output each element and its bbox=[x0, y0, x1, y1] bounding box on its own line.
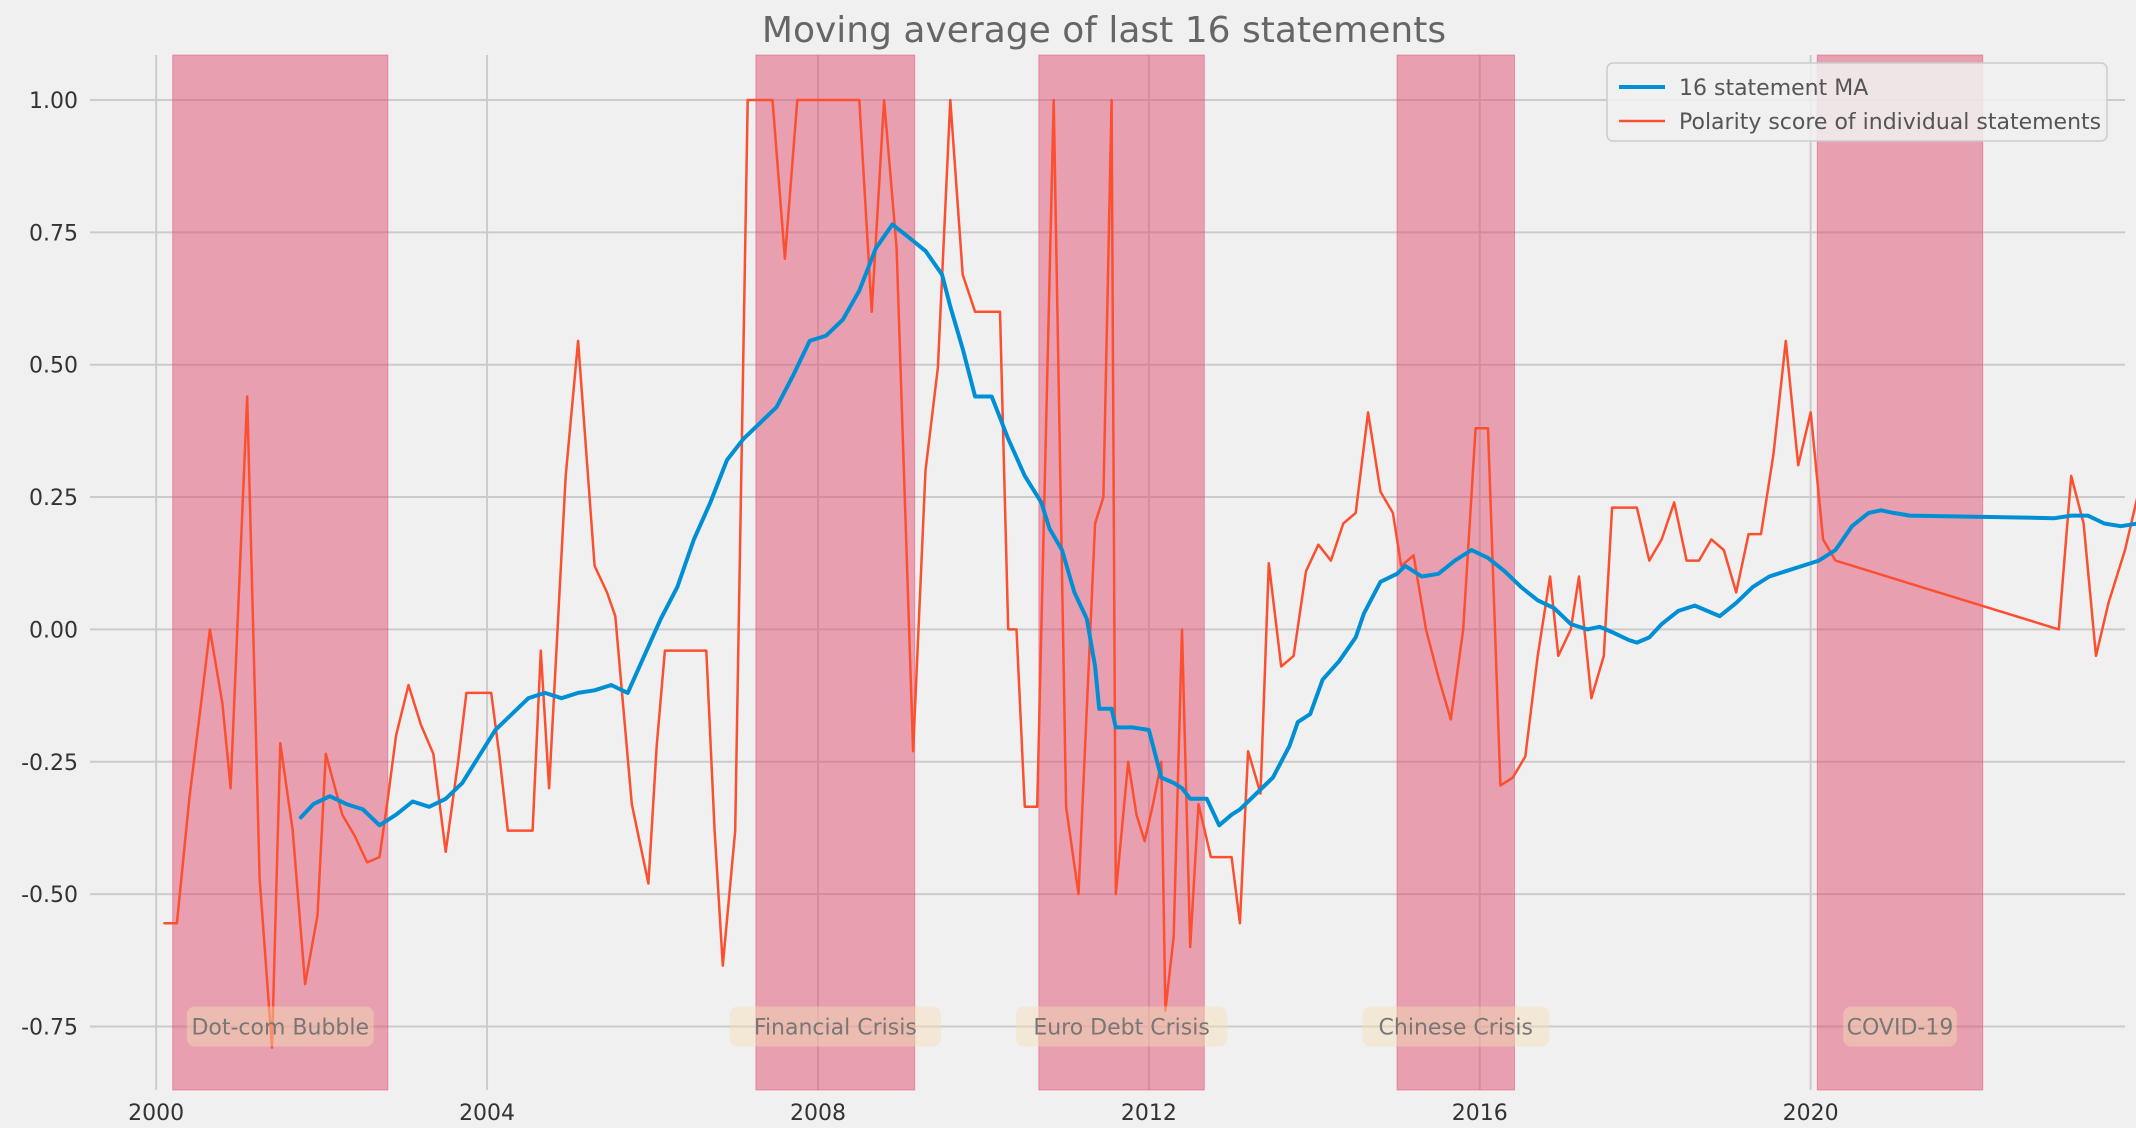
y-tick-label: 1.00 bbox=[29, 89, 78, 114]
x-tick-label: 2008 bbox=[790, 1101, 846, 1126]
axis-tick-labels: 1.00 0.75 0.50 0.25 0.00 -0.25 -0.50 -0.75 2000 2… bbox=[21, 89, 1839, 1126]
crisis-band bbox=[755, 54, 916, 1091]
y-tick-label: 0.25 bbox=[29, 486, 78, 511]
y-tick-label: -0.25 bbox=[21, 751, 78, 776]
x-tick-label: 2004 bbox=[459, 1101, 515, 1126]
crisis-label: Chinese Crisis bbox=[1379, 1015, 1533, 1040]
y-tick-label: 0.00 bbox=[29, 618, 78, 643]
legend-label: 16 statement MA bbox=[1679, 76, 1868, 101]
y-tick-label: -0.75 bbox=[21, 1015, 78, 1040]
crisis-band bbox=[1816, 54, 1984, 1091]
crisis-label: Financial Crisis bbox=[754, 1015, 917, 1040]
crisis-label: Euro Debt Crisis bbox=[1033, 1015, 1209, 1040]
ma-series-line bbox=[298, 222, 2136, 828]
x-tick-label: 2016 bbox=[1452, 1101, 1508, 1126]
crisis-label-box bbox=[186, 1006, 374, 1047]
crisis-labels: Dot-com Bubble Financial Crisis Euro Debt … bbox=[186, 1006, 1957, 1047]
x-tick-label: 2012 bbox=[1121, 1101, 1177, 1126]
polarity-series-line bbox=[163, 98, 2136, 1049]
crisis-label: Dot-com Bubble bbox=[191, 1015, 369, 1040]
y-tick-label: 0.75 bbox=[29, 221, 78, 246]
crisis-label-box bbox=[1843, 1006, 1957, 1047]
series-lines bbox=[163, 98, 2136, 1049]
crisis-band bbox=[1038, 54, 1205, 1091]
crisis-label-box bbox=[729, 1006, 941, 1047]
crisis-label-box bbox=[1015, 1006, 1228, 1047]
y-tick-label: -0.50 bbox=[21, 883, 78, 908]
x-tick-label: 2020 bbox=[1783, 1101, 1839, 1126]
x-tick-label: 2000 bbox=[128, 1101, 184, 1126]
legend: 16 statement MA Polarity score of individ… bbox=[1606, 62, 2108, 142]
crisis-label-box bbox=[1362, 1006, 1550, 1047]
crisis-band bbox=[172, 54, 389, 1091]
legend-box bbox=[1606, 62, 2108, 142]
crisis-label: COVID-19 bbox=[1847, 1015, 1954, 1040]
chart-title: Moving average of last 16 statements bbox=[762, 10, 1446, 51]
y-tick-label: 0.50 bbox=[29, 354, 78, 379]
legend-label: Polarity score of individual statements bbox=[1679, 110, 2101, 135]
